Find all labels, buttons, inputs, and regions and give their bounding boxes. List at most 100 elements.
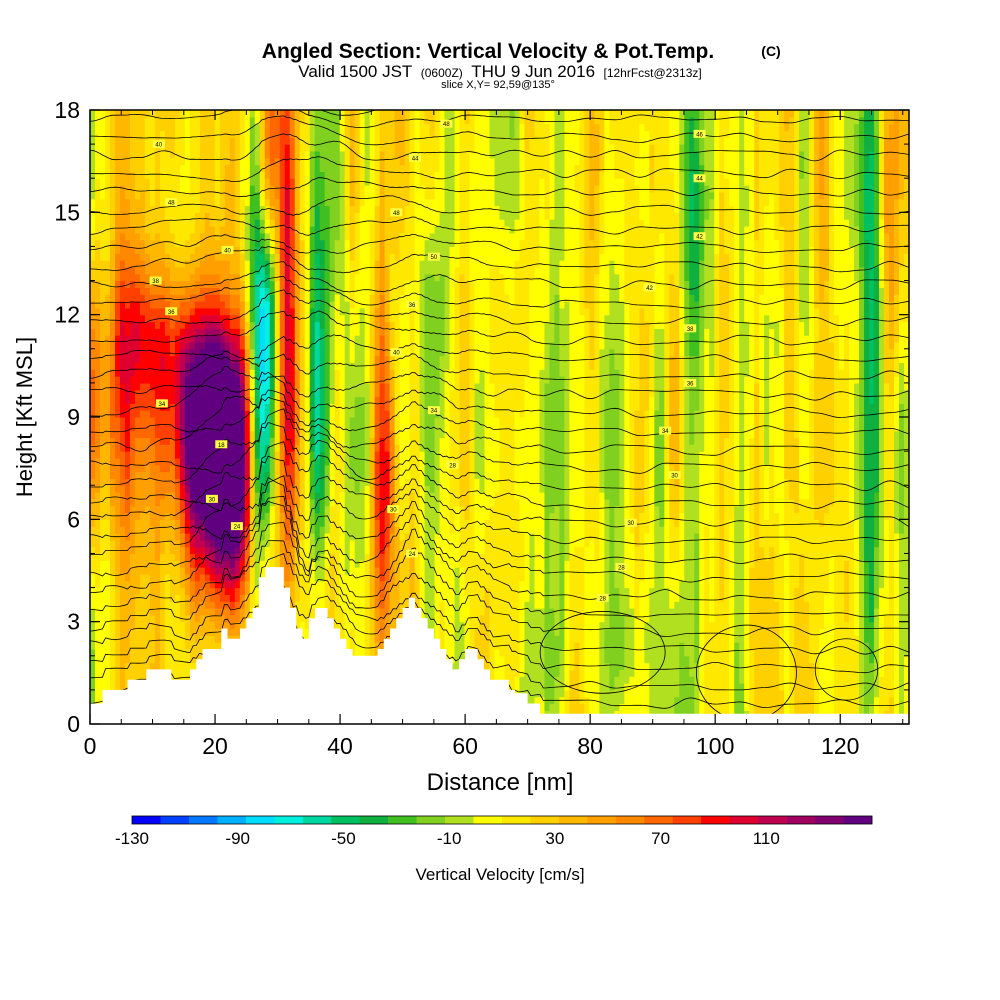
velocity-cell	[174, 614, 181, 623]
velocity-cell	[144, 587, 151, 595]
velocity-cell	[119, 348, 126, 357]
velocity-cell	[129, 437, 136, 445]
velocity-cell	[174, 601, 181, 609]
velocity-cell	[304, 280, 311, 288]
velocity-cell	[279, 553, 286, 561]
velocity-cell	[314, 287, 321, 295]
velocity-cell	[209, 110, 216, 118]
velocity-cell	[134, 587, 141, 595]
velocity-cell	[169, 253, 176, 261]
velocity-cell	[224, 546, 231, 555]
velocity-cell	[159, 526, 166, 534]
velocity-cell	[329, 573, 336, 582]
velocity-cell	[299, 451, 306, 459]
velocity-cell	[239, 273, 246, 282]
velocity-cell	[129, 512, 136, 520]
velocity-cell	[254, 594, 261, 602]
velocity-cell	[229, 601, 236, 609]
velocity-cell	[184, 478, 191, 486]
velocity-cell	[239, 198, 246, 207]
velocity-cell	[304, 232, 311, 241]
velocity-cell	[339, 260, 346, 268]
velocity-cell	[219, 171, 226, 179]
velocity-cell	[234, 123, 241, 132]
velocity-cell	[179, 110, 186, 118]
velocity-cell	[249, 573, 256, 582]
velocity-cell	[239, 150, 246, 159]
velocity-cell	[349, 130, 356, 138]
velocity-cell	[359, 601, 366, 609]
velocity-cell	[204, 485, 211, 493]
velocity-cell	[264, 232, 271, 241]
velocity-cell	[309, 410, 316, 418]
velocity-cell	[109, 594, 116, 602]
velocity-cell	[174, 198, 181, 207]
velocity-cell	[109, 614, 116, 623]
velocity-cell	[124, 430, 131, 439]
velocity-cell	[94, 635, 101, 643]
velocity-cell	[194, 567, 201, 575]
velocity-cell	[90, 471, 96, 479]
velocity-cell	[134, 123, 141, 132]
velocity-cell	[204, 137, 211, 145]
velocity-cell	[159, 287, 166, 295]
velocity-cell	[129, 410, 136, 418]
velocity-cell	[144, 123, 151, 132]
velocity-cell	[119, 642, 126, 650]
velocity-cell	[239, 178, 246, 186]
velocity-cell	[179, 430, 186, 439]
velocity-cell	[199, 532, 206, 541]
velocity-cell	[219, 396, 226, 404]
velocity-cell	[214, 573, 221, 582]
velocity-cell	[284, 348, 291, 357]
velocity-cell	[324, 280, 331, 288]
velocity-cell	[184, 621, 191, 630]
velocity-cell	[90, 280, 96, 288]
velocity-cell	[344, 498, 351, 507]
velocity-cell	[109, 144, 116, 152]
velocity-cell	[319, 212, 326, 220]
velocity-cell	[179, 144, 186, 152]
velocity-cell	[194, 116, 201, 125]
velocity-cell	[199, 362, 206, 370]
velocity-cell	[169, 335, 176, 343]
velocity-cell	[154, 369, 161, 377]
velocity-cell	[90, 614, 96, 623]
velocity-cell	[284, 341, 291, 350]
velocity-cell	[279, 389, 286, 398]
velocity-cell	[319, 321, 326, 329]
velocity-cell	[244, 314, 251, 323]
velocity-cell	[189, 451, 196, 459]
velocity-cell	[364, 505, 371, 514]
velocity-cell	[129, 260, 136, 268]
velocity-cell	[249, 403, 256, 411]
velocity-cell	[114, 485, 121, 493]
velocity-cell	[269, 471, 276, 479]
velocity-cell	[274, 219, 281, 227]
velocity-cell	[134, 328, 141, 336]
velocity-cell	[229, 437, 236, 445]
velocity-cell	[179, 164, 186, 172]
velocity-cell	[274, 498, 281, 507]
velocity-cell	[324, 260, 331, 268]
velocity-cell	[284, 478, 291, 486]
velocity-cell	[279, 185, 286, 193]
velocity-cell	[129, 110, 136, 118]
velocity-cell	[319, 573, 326, 582]
velocity-cell	[174, 341, 181, 350]
velocity-cell	[239, 396, 246, 404]
velocity-cell	[219, 341, 226, 350]
velocity-cell	[299, 321, 306, 329]
velocity-cell	[129, 546, 136, 555]
velocity-cell	[239, 532, 246, 541]
velocity-cell	[169, 382, 176, 391]
velocity-cell	[184, 526, 191, 534]
velocity-cell	[109, 485, 116, 493]
velocity-cell	[90, 164, 96, 172]
velocity-cell	[254, 423, 261, 432]
velocity-cell	[234, 246, 241, 254]
velocity-cell	[159, 294, 166, 302]
velocity-cell	[209, 553, 216, 561]
velocity-cell	[259, 171, 266, 179]
velocity-cell	[129, 635, 136, 643]
